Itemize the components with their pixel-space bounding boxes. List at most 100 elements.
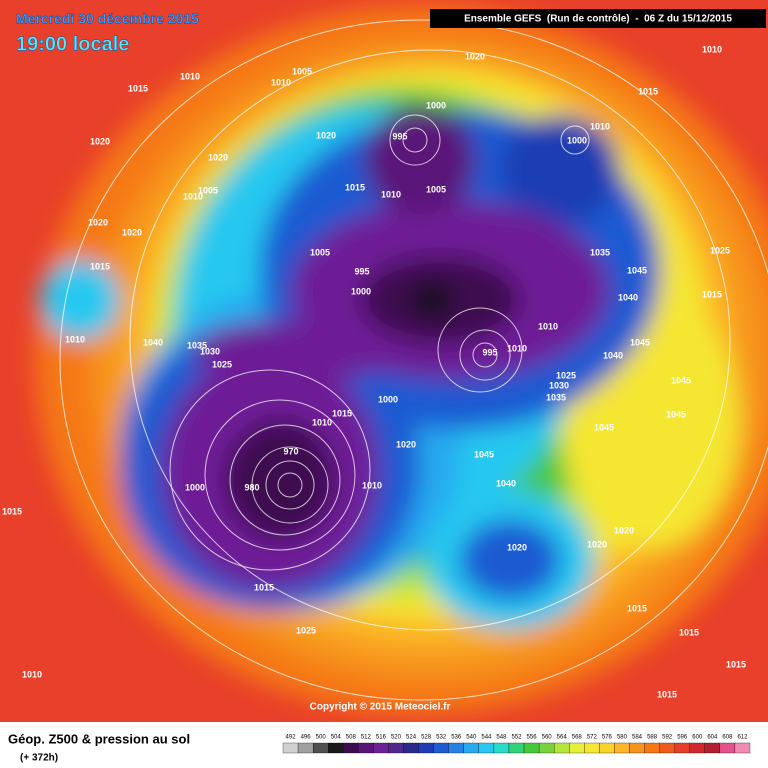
scale-label: 524	[406, 735, 417, 741]
scale-cell	[493, 742, 510, 754]
isobars	[59, 19, 768, 701]
scale-label: 556	[527, 735, 538, 741]
isobar-label: 1020	[90, 136, 110, 146]
isobar	[277, 472, 303, 498]
isobar-label: 1010	[362, 480, 382, 490]
scale-cell	[282, 742, 299, 754]
isobar-label: 1015	[128, 83, 148, 93]
isobar-label: 1020	[614, 525, 634, 535]
isobar	[389, 114, 441, 166]
run-info: Ensemble GEFS (Run de contrôle) - 06 Z d…	[464, 14, 732, 25]
scale-cell	[358, 742, 374, 754]
scale-cell	[508, 742, 525, 754]
isobar-label: 1015	[657, 689, 677, 699]
scale-label: 604	[707, 735, 718, 741]
isobar-label: 1015	[90, 261, 110, 271]
isobar	[229, 424, 341, 536]
scale-label: 544	[481, 735, 492, 741]
isobar-label: 1010	[22, 669, 42, 679]
field-band	[460, 520, 560, 600]
isobar-label: 1010	[183, 191, 203, 201]
color-scale: 492 496 500 504 508 512 516 520 524 528 532 536 540 5…	[282, 735, 751, 754]
isobar	[560, 125, 590, 155]
scale-cell	[403, 742, 419, 754]
scale-label: 596	[677, 735, 688, 741]
field-band	[225, 420, 335, 540]
scale-label: 528	[421, 735, 432, 741]
isobar-label: 1015	[2, 506, 22, 516]
isobar	[472, 342, 498, 368]
isobar-label: 1010	[381, 189, 401, 199]
isobar-label: 1025	[710, 245, 730, 255]
time: 19:00 locale	[16, 33, 129, 55]
scale-cell	[478, 742, 495, 754]
isobar-label: 1010	[507, 343, 527, 353]
isobar-label: 1005	[198, 185, 218, 195]
isobar-label: 1040	[603, 350, 623, 360]
isobar-label: 1000	[351, 286, 371, 296]
isobar-label: 1000	[378, 394, 398, 404]
scale-label: 564	[557, 735, 568, 741]
isobar	[59, 19, 768, 701]
isobar-label: 1020	[316, 130, 336, 140]
scale-cell	[463, 742, 479, 754]
scale-cell	[599, 742, 615, 754]
scale-label: 580	[617, 735, 628, 741]
isobar	[437, 307, 523, 393]
scale-label: 608	[722, 735, 733, 741]
isobar-label: 1020	[396, 439, 416, 449]
scale-cell	[734, 742, 751, 754]
isobar-label: 1015	[345, 182, 365, 192]
isobar-label: 1005	[426, 184, 446, 194]
scale-cell	[538, 742, 555, 754]
scale-cell	[388, 742, 404, 754]
scale-label: 496	[301, 735, 312, 741]
geopotential-field	[35, 5, 768, 715]
isobar-label: 1045	[474, 449, 494, 459]
isobar-label: 1045	[671, 375, 691, 385]
field-band	[365, 105, 475, 215]
isobar-label: 1020	[88, 217, 108, 227]
scale-cell	[674, 742, 690, 754]
isobar-label: 1010	[702, 44, 722, 54]
scale-cell	[629, 742, 645, 754]
isobar-label: 1005	[292, 66, 312, 76]
isobar-label: 1035	[546, 392, 566, 402]
run-box	[430, 9, 766, 28]
isobar-label: 1045	[627, 265, 647, 275]
field-band	[190, 320, 410, 380]
scale-cell	[418, 742, 434, 754]
footer-title: Géop. Z500 & pression au sol	[8, 731, 190, 746]
isobar-label: 1030	[200, 346, 220, 356]
scale-label: 492	[286, 735, 297, 741]
isobar-label: 995	[482, 347, 497, 357]
isobar-label: 1005	[310, 247, 330, 257]
scale-label: 552	[511, 735, 522, 741]
isobar-label: 1000	[185, 482, 205, 492]
scale-cell	[433, 742, 449, 754]
isobar-label: 1045	[666, 409, 686, 419]
isobar-label: 1010	[538, 321, 558, 331]
isobar-label: 995	[392, 131, 407, 141]
isobar-label: 970	[283, 446, 298, 456]
field-band	[40, 260, 120, 340]
scale-label: 560	[542, 735, 553, 741]
scale-cell	[689, 742, 705, 754]
scale-cell	[659, 742, 675, 754]
isobar-label: 1035	[590, 247, 610, 257]
scale-label: 600	[692, 735, 703, 741]
isobar-label: 1010	[312, 417, 332, 427]
scale-label: 584	[632, 735, 643, 741]
isobar-label: 1015	[702, 289, 722, 299]
isobar-label: 1025	[556, 370, 576, 380]
scale-label: 592	[662, 735, 673, 741]
isobar-label: 1020	[507, 542, 527, 552]
isobar-label: 1010	[271, 77, 291, 87]
scale-cell	[448, 742, 464, 754]
isobar-label: 1015	[254, 582, 274, 592]
scale-label: 572	[587, 735, 598, 741]
isobar-label: 1020	[122, 227, 142, 237]
isobar-label: 1045	[594, 422, 614, 432]
scale-cell	[523, 742, 540, 754]
